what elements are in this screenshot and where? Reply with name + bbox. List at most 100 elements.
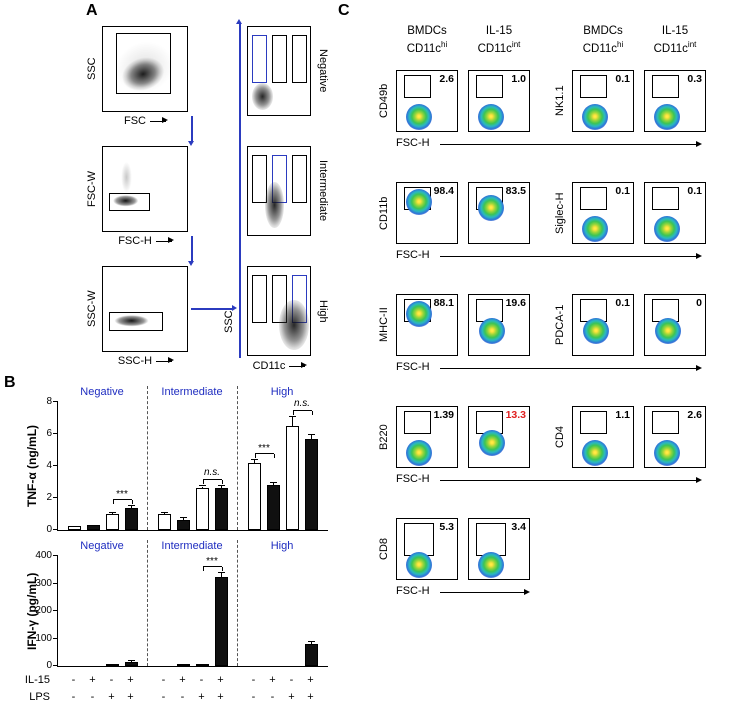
flow-arrow-icon — [188, 116, 194, 146]
marker-label-PDCA-1: PDCA-1 — [554, 304, 566, 346]
gate-percentage: 88.1 — [433, 297, 454, 309]
marker-label-Siglec-H: Siglec-H — [554, 192, 566, 234]
bar — [305, 438, 318, 530]
error-bar-cap — [128, 504, 135, 506]
dot-plot-CD11b-1: 83.5 — [468, 182, 530, 244]
gate-rect — [652, 187, 679, 210]
y-tick-label: 0 — [46, 660, 52, 671]
condition-row-name: LPS — [29, 691, 50, 703]
column-header-superscript: int — [687, 40, 697, 49]
gate-percentage: 1.0 — [511, 73, 526, 85]
bar — [215, 576, 228, 666]
gate-rect — [108, 193, 151, 212]
cell-population — [583, 318, 609, 344]
y-tick-label: 300 — [35, 577, 52, 589]
marker-label-CD11b: CD11b — [378, 196, 390, 230]
error-bar — [220, 573, 223, 577]
gate-percentage: 0 — [696, 297, 702, 309]
y-tick — [53, 610, 58, 612]
bar-chart-1: 0 100 200 300 400 *** — [35, 550, 328, 671]
gate-rect — [404, 411, 431, 434]
dot-plot-Siglec-H-0: 0.1 — [572, 182, 634, 244]
condition-symbol: + — [198, 691, 205, 703]
cell-population — [479, 318, 505, 344]
error-bar — [163, 512, 166, 514]
error-bar-cap — [180, 517, 187, 519]
cd11c-gate-2 — [292, 155, 307, 203]
significance-bracket — [254, 453, 275, 459]
significance-bracket — [202, 566, 223, 572]
bar — [68, 526, 81, 530]
group-label: Intermediate — [161, 540, 223, 552]
y-tick — [53, 582, 58, 584]
gate-percentage: 3.4 — [511, 521, 526, 533]
cd11c-gate-2 — [292, 35, 307, 83]
marker-label-CD8: CD8 — [378, 538, 390, 561]
cell-population — [103, 147, 187, 231]
marker-label-NK1.1: NK1.1 — [554, 85, 566, 117]
cell-population — [265, 182, 284, 228]
y-tick-label: 6 — [46, 428, 52, 439]
x-axis-arrow-icon — [440, 140, 702, 147]
marker-label-B220: B220 — [378, 424, 390, 450]
x-axis-label: FSC — [102, 115, 188, 127]
error-bar — [272, 482, 275, 486]
dot-plot-MHC-II-1: 19.6 — [468, 294, 530, 356]
bar — [196, 664, 209, 666]
y-tick — [53, 497, 58, 499]
gate-percentage: 1.39 — [433, 409, 454, 421]
y-tick — [53, 555, 58, 557]
column-header-marker: CD11c — [477, 42, 512, 55]
cd11c-plot-Intermediate — [247, 146, 311, 236]
x-axis-label-text: SSC-H — [117, 355, 153, 367]
significance-label: *** — [206, 556, 218, 568]
gate-percentage: 5.3 — [439, 521, 454, 533]
column-header-marker: CD11c — [406, 42, 442, 55]
bar — [305, 644, 318, 666]
error-bar-cap — [270, 481, 277, 483]
gate-percentage: 2.6 — [687, 409, 702, 421]
y-tick — [53, 465, 58, 467]
x-axis-arrow-icon — [150, 117, 168, 124]
x-axis-arrow-icon — [155, 237, 174, 244]
gate-level-label: Negative — [317, 49, 329, 93]
error-bar — [111, 512, 114, 514]
condition-symbol: - — [161, 691, 166, 703]
significance-label: *** — [258, 443, 270, 455]
error-bar — [253, 460, 256, 463]
dot-plot-PDCA-1-0: 0.1 — [572, 294, 634, 356]
condition-symbol: + — [307, 691, 314, 703]
y-tick-label: 8 — [46, 396, 52, 407]
scatter-plot-SSC-H — [102, 266, 188, 352]
condition-symbol: + — [217, 674, 224, 686]
group-separator — [237, 386, 238, 530]
cell-population — [251, 83, 273, 110]
group-label: Intermediate — [161, 386, 223, 398]
dot-plot-CD4-1: 2.6 — [644, 406, 706, 468]
cd11c-plot-High — [247, 266, 311, 356]
panel-a-label: A — [86, 2, 98, 19]
gate-percentage: 0.3 — [687, 73, 702, 85]
dot-plot-B220-1: 13.3 — [468, 406, 530, 468]
x-axis-arrow-icon — [440, 252, 702, 259]
y-tick — [53, 401, 58, 403]
significance-label: *** — [116, 488, 128, 500]
dot-plot-NK1.1-1: 0.3 — [644, 70, 706, 132]
column-header-line1: IL-15 — [661, 25, 689, 37]
error-bar-cap — [308, 433, 315, 435]
condition-row-name: IL-15 — [24, 674, 50, 686]
cell-population — [654, 440, 680, 466]
gate-percentage: 0.1 — [615, 73, 630, 85]
error-bar-cap — [128, 659, 135, 661]
gate-rect — [476, 75, 503, 98]
bar — [248, 462, 261, 530]
significance-bracket — [112, 498, 133, 504]
column-header-line1: IL-15 — [485, 25, 513, 37]
ssc-axis-arrow-icon — [236, 19, 242, 358]
condition-symbol: - — [289, 674, 294, 686]
dot-plot-CD11b-0: 98.4 — [396, 182, 458, 244]
y-tick — [53, 637, 58, 639]
gate-rect — [580, 75, 607, 98]
bar — [158, 514, 171, 530]
